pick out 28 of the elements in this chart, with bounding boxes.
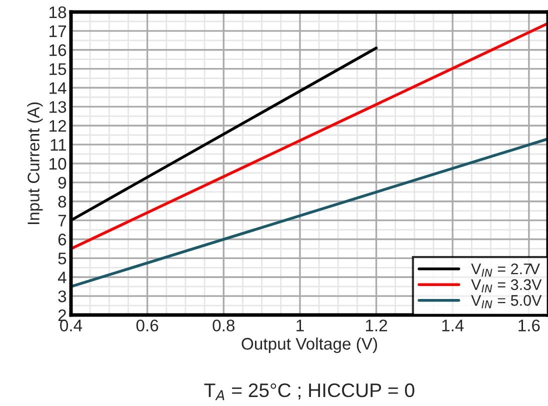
x-tick-label: 1.2 xyxy=(366,320,388,332)
y-tick-label: 7 xyxy=(58,214,66,226)
x-tick-label: 0.8 xyxy=(212,320,234,332)
x-tick-label: 1.4 xyxy=(442,320,464,332)
y-tick-label: 8 xyxy=(58,196,66,208)
y-tick-label: 17 xyxy=(50,26,66,37)
y-tick-label: 16 xyxy=(50,44,66,56)
y-tick-label: 6 xyxy=(58,234,66,246)
y-tick-label: 13 xyxy=(50,101,66,113)
legend-label: V$_{IN}$ = 2.7V xyxy=(471,263,540,277)
y-tick-label: 9 xyxy=(58,176,66,189)
x-tick-label: 0.6 xyxy=(136,320,158,332)
legend-label: V$_{IN}$ = 3.3V xyxy=(471,279,542,292)
text: T$_{A}$ = 25°C ; HICCUP = 0 xyxy=(204,383,414,400)
y-tick-label: 4 xyxy=(58,272,66,284)
x-tick-label: 1.6 xyxy=(518,320,540,332)
y-tick-label: 15 xyxy=(50,63,66,76)
x-axis-title: Output Voltage (V) xyxy=(242,337,378,354)
x-tick-label: 1 xyxy=(296,320,304,332)
y-tick-label: 11 xyxy=(50,139,66,151)
y-tick-label: 14 xyxy=(50,82,66,94)
y-tick-label: 10 xyxy=(50,158,66,170)
y-tick-label: 12 xyxy=(50,120,66,132)
legend-label: V$_{IN}$ = 5.0V xyxy=(471,295,542,308)
y-axis-title: Input Current (A) xyxy=(27,102,43,224)
y-tick-label: 3 xyxy=(58,290,66,302)
y-tick-label: 18 xyxy=(50,6,66,18)
y-tick-label: 5 xyxy=(58,252,66,264)
